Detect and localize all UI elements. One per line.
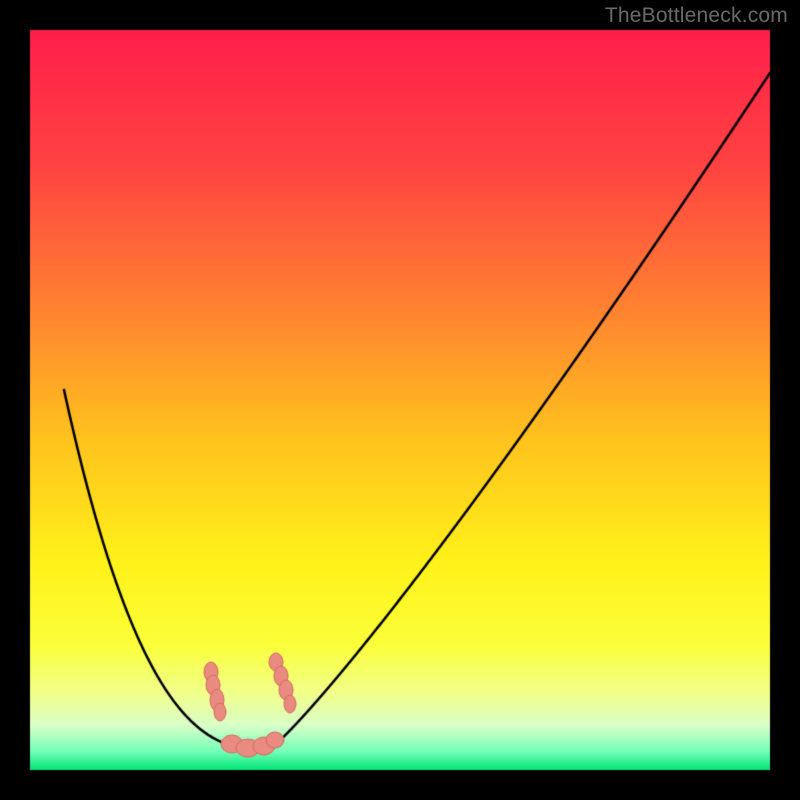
chart-root: TheBottleneck.com xyxy=(0,0,800,800)
attribution-label: TheBottleneck.com xyxy=(605,4,788,28)
bottleneck-curve-chart xyxy=(0,0,800,800)
